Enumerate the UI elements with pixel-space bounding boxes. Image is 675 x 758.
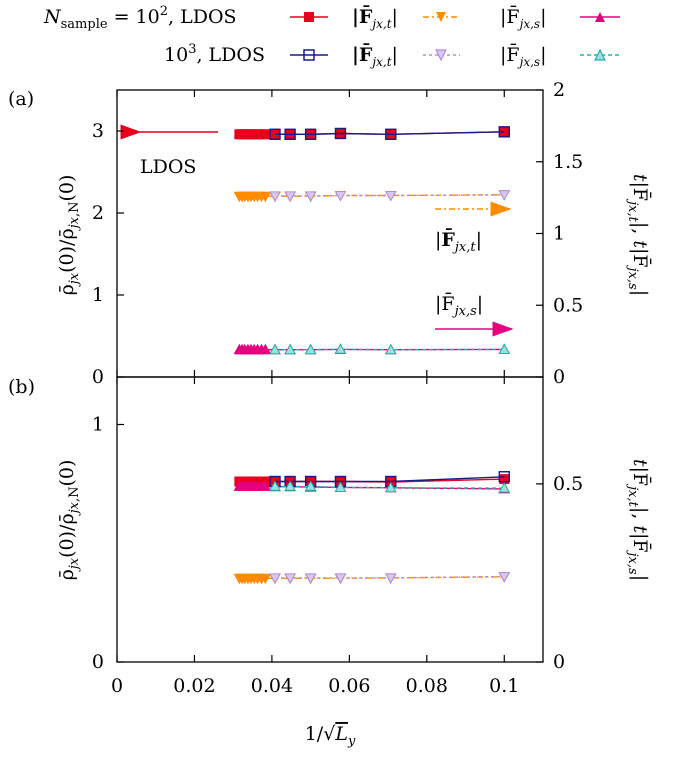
data-point <box>259 191 272 203</box>
data-point <box>384 190 397 202</box>
y-tick-label-left: 1 <box>92 414 104 436</box>
data-point <box>259 573 272 585</box>
y-tick-label-left: 3 <box>92 120 104 142</box>
y-tick-label-left: 1 <box>92 284 104 306</box>
panel-b-frame <box>116 376 544 663</box>
panel-label-b: (b) <box>8 376 35 398</box>
y-tick-label-right: 0 <box>553 651 565 673</box>
panel-b-ylabel: ρ̄jx(0)/ρ̄jx,N(0) <box>56 460 82 581</box>
data-point <box>269 343 281 355</box>
data-point <box>304 343 317 355</box>
legend-row2-s-label: |F̄jx,s| <box>500 43 546 69</box>
data-point <box>499 474 510 485</box>
legend: Nsample = 102, LDOS |F̄jx,t| |F̄jx,s| 10… <box>43 4 620 69</box>
x-tick-label: 0.1 <box>489 675 519 697</box>
data-point <box>334 127 347 140</box>
data-point <box>284 480 296 491</box>
data-point <box>384 481 397 493</box>
data-point <box>269 191 281 202</box>
legend-row2-label: 103, LDOS <box>164 42 265 66</box>
legend-marker-magenta-triangle <box>595 12 605 22</box>
x-tick-label: 0.02 <box>173 675 215 697</box>
panel-b-y2label: t|F̄jx,t|, t|F̄jx,s| <box>625 459 652 581</box>
annotation-f-s: |F̄jx,s| <box>435 292 483 319</box>
legend-marker-lavender-triangle <box>435 49 447 62</box>
data-point <box>284 343 296 355</box>
legend-marker-navy-square <box>303 49 315 61</box>
data-point <box>284 573 296 584</box>
x-tick-label: 0.06 <box>328 675 370 697</box>
legend-marker-orange-triangle <box>436 12 446 22</box>
legend-row1-label: Nsample = 102, LDOS <box>43 4 237 32</box>
x-tick-label: 0.08 <box>406 675 448 697</box>
data-point <box>334 190 347 202</box>
series-line <box>275 476 505 483</box>
data-point <box>334 481 347 492</box>
data-point <box>384 573 397 584</box>
legend-marker-red-square <box>304 12 314 22</box>
data-point <box>385 128 397 140</box>
data-point <box>269 573 281 584</box>
data-point <box>259 343 272 355</box>
data-point <box>498 190 511 201</box>
legend-row1-s-label: |F̄jx,s| <box>500 5 546 31</box>
data-point <box>384 343 397 355</box>
data-point <box>498 572 511 583</box>
data-point <box>334 573 347 584</box>
data-point <box>498 482 511 493</box>
series-line <box>275 131 505 136</box>
y-tick-label-right: 0 <box>553 366 565 388</box>
data-point <box>284 191 296 202</box>
panel-a-ylabel: ρ̄jx(0)/ρ̄jx,N(0) <box>56 175 82 296</box>
series-line <box>275 485 505 489</box>
data-point <box>269 480 281 491</box>
panel-a-y2label: t|F̄jx,t|, t|F̄jx,s| <box>625 174 652 296</box>
data-point <box>304 573 317 584</box>
legend-row1-t-label: |F̄jx,t| <box>352 6 398 31</box>
data-point <box>498 471 510 483</box>
data-point <box>260 129 271 140</box>
data-point <box>284 128 296 140</box>
data-point <box>498 343 511 354</box>
data-point <box>304 191 317 202</box>
legend-marker-teal-triangle <box>594 48 606 61</box>
y-tick-label-left: 0 <box>92 366 104 388</box>
x-tick-label: 0 <box>111 675 123 697</box>
y-tick-label-right: 0.5 <box>553 294 583 316</box>
y-tick-label-right: 2 <box>553 79 565 101</box>
y-tick-label-left: 0 <box>92 651 104 673</box>
annotation-ldos: LDOS <box>140 156 196 178</box>
annotation-f-t: |F̄jx,t| <box>435 229 482 255</box>
data-point <box>334 343 347 354</box>
data-point <box>269 128 281 140</box>
x-tick-label: 0.04 <box>251 675 293 697</box>
legend-row2-t-label: |F̄jx,t| <box>352 44 398 69</box>
plot-layer: 0 1 2 3 0 0.5 1 1.5 2 0 0.02 0.04 0.06 0.08 0.1 0 1 0 0.5 <box>92 79 583 697</box>
x-axis-label: 1/√Ly <box>305 723 356 749</box>
y-tick-label-left: 2 <box>92 202 104 224</box>
y-tick-label-right: 0.5 <box>553 473 583 495</box>
data-point <box>304 128 317 140</box>
y-tick-label-right: 1 <box>553 223 565 245</box>
y-tick-label-right: 1.5 <box>553 151 583 173</box>
data-point <box>259 480 272 491</box>
data-point <box>304 480 317 491</box>
panel-label-a: (a) <box>8 88 34 110</box>
data-point <box>498 126 510 138</box>
